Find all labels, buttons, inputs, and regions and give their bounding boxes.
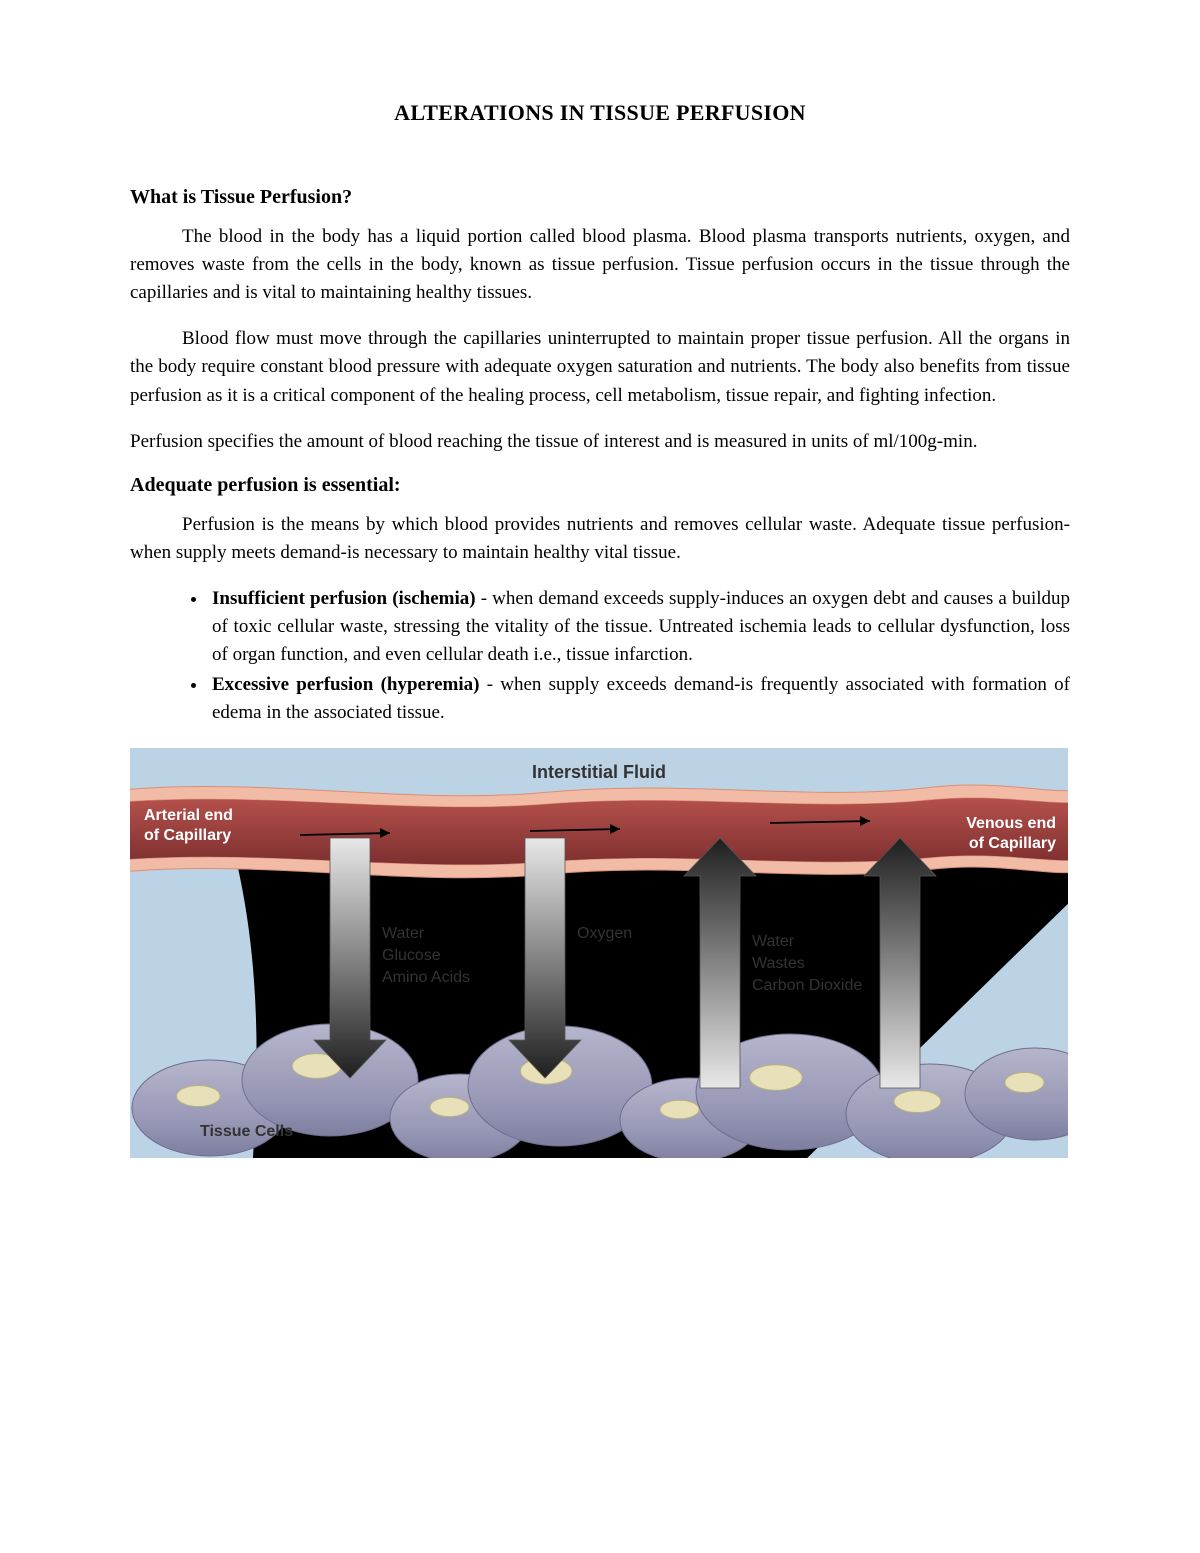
- page-title: ALTERATIONS IN TISSUE PERFUSION: [130, 100, 1070, 126]
- section-heading-2: Adequate perfusion is essential:: [130, 474, 1070, 497]
- svg-text:Oxygen: Oxygen: [577, 925, 632, 942]
- svg-text:Carbon Dioxide: Carbon Dioxide: [752, 977, 862, 994]
- list-item: Insufficient perfusion (ischemia) - when…: [208, 585, 1070, 669]
- svg-text:Interstitial Fluid: Interstitial Fluid: [532, 762, 666, 782]
- perfusion-diagram: Interstitial Fluid Arterial end of Capilla…: [130, 748, 1068, 1158]
- svg-text:of Capillary: of Capillary: [144, 827, 231, 844]
- paragraph: Perfusion specifies the amount of blood …: [130, 428, 1070, 456]
- diagram-svg: Interstitial Fluid Arterial end of Capilla…: [130, 748, 1068, 1158]
- svg-text:Glucose: Glucose: [382, 947, 441, 964]
- paragraph: The blood in the body has a liquid porti…: [130, 223, 1070, 307]
- svg-text:Water: Water: [752, 933, 795, 950]
- svg-text:Venous end: Venous end: [966, 815, 1056, 832]
- list-item-term: Insufficient perfusion (ischemia): [212, 588, 476, 609]
- paragraph: Perfusion is the means by which blood pr…: [130, 511, 1070, 567]
- paragraph: Blood flow must move through the capilla…: [130, 325, 1070, 409]
- bullet-list: Insufficient perfusion (ischemia) - when…: [130, 585, 1070, 728]
- list-item-term: Excessive perfusion (hyperemia): [212, 674, 479, 695]
- svg-text:of Capillary: of Capillary: [969, 835, 1056, 852]
- section-heading-1: What is Tissue Perfusion?: [130, 186, 1070, 209]
- list-item: Excessive perfusion (hyperemia) - when s…: [208, 671, 1070, 727]
- document-page: ALTERATIONS IN TISSUE PERFUSION What is …: [0, 0, 1200, 1553]
- svg-text:Water: Water: [382, 925, 425, 942]
- svg-text:Tissue Cells: Tissue Cells: [200, 1123, 293, 1140]
- svg-text:Arterial end: Arterial end: [144, 807, 233, 824]
- svg-text:Amino Acids: Amino Acids: [382, 969, 470, 986]
- svg-text:Wastes: Wastes: [752, 955, 805, 972]
